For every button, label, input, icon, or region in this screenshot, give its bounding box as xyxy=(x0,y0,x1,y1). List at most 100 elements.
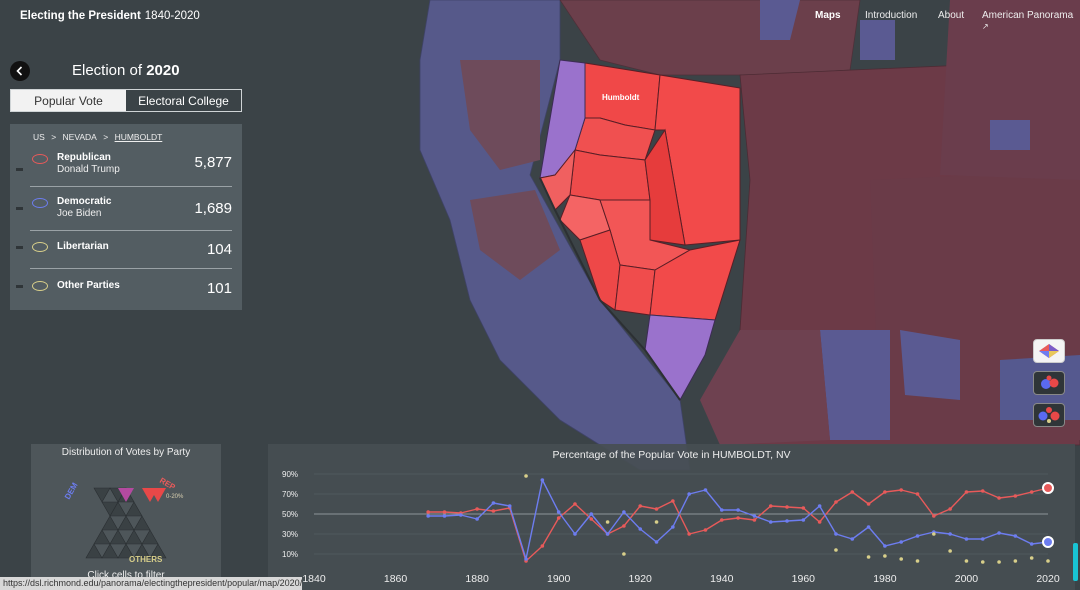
data-point xyxy=(948,549,952,553)
ternary-plot[interactable]: DEM REP 0-20% OTHERS xyxy=(31,458,221,578)
nav-about[interactable]: About xyxy=(938,10,965,21)
timeseries-chart[interactable]: 90% 70% 50% 30% 10% 1840 1860 1880 1900 1920 1940 1… xyxy=(268,444,1075,590)
data-point xyxy=(654,520,659,524)
y-tick-label: 50% xyxy=(282,510,298,519)
data-point xyxy=(589,517,594,521)
election-year: 2020 xyxy=(146,62,180,79)
x-tick-label: 2020 xyxy=(1036,573,1060,585)
data-point xyxy=(507,504,512,508)
data-point xyxy=(915,534,920,538)
back-button[interactable] xyxy=(10,61,30,81)
breadcrumb: US > NEVADA > HUMBOLDT xyxy=(33,132,166,142)
data-point xyxy=(654,507,659,511)
data-point xyxy=(883,490,887,494)
data-point xyxy=(866,555,871,559)
data-point xyxy=(752,518,757,522)
handle-bar xyxy=(16,285,23,288)
data-point xyxy=(426,514,430,518)
layer-button-multi-bubbles[interactable] xyxy=(1033,403,1065,427)
party-label: Democratic xyxy=(57,196,112,207)
handle-bar xyxy=(16,207,23,210)
divider xyxy=(30,186,232,187)
data-point xyxy=(997,560,1001,564)
others-axis-label: OTHERS xyxy=(129,555,163,564)
data-point xyxy=(475,517,479,521)
candidate-name: Donald Trump xyxy=(57,164,120,175)
bubble-map-icon xyxy=(1041,375,1059,389)
candidate-row-libertarian[interactable]: Libertarian 104 xyxy=(30,240,232,270)
x-tick-label: 1860 xyxy=(384,573,408,585)
nav-american-panorama[interactable]: American Panorama ↗ xyxy=(982,10,1080,32)
vote-count: 101 xyxy=(206,280,232,297)
x-tick-label: 1880 xyxy=(465,573,489,585)
data-point xyxy=(589,512,594,516)
app-title-text: Electing the President xyxy=(20,10,141,22)
data-point xyxy=(491,509,496,513)
tab-electoral-college[interactable]: Electoral College xyxy=(126,90,241,111)
vote-count: 104 xyxy=(206,241,232,258)
map-county-label: Humboldt xyxy=(602,93,640,102)
series-end-marker xyxy=(1042,536,1054,548)
nav-introduction[interactable]: Introduction xyxy=(865,10,918,21)
data-point xyxy=(997,496,1001,500)
shaded-map-icon xyxy=(1039,344,1059,358)
data-point xyxy=(932,514,936,518)
multi-bubble-map-icon xyxy=(1038,407,1060,423)
data-point xyxy=(1013,494,1018,498)
app-title[interactable]: Electing the President 1840-2020 xyxy=(20,10,200,22)
distribution-footer: Click cells to filter xyxy=(87,570,165,581)
data-point xyxy=(442,514,447,518)
data-point xyxy=(687,532,691,536)
x-tick-label: 1840 xyxy=(302,573,326,585)
republican-ring-icon xyxy=(32,154,48,164)
data-point xyxy=(948,507,952,511)
app-years: 1840-2020 xyxy=(144,10,200,22)
data-point xyxy=(687,492,691,496)
breadcrumb-humboldt[interactable]: HUMBOLDT xyxy=(114,132,163,142)
layer-button-bubbles[interactable] xyxy=(1033,371,1065,395)
data-point xyxy=(834,548,838,552)
other-parties-ring-icon xyxy=(32,281,48,291)
data-point xyxy=(491,501,496,505)
external-link-icon: ↗ xyxy=(982,22,989,31)
data-point xyxy=(671,525,675,529)
drag-handle[interactable] xyxy=(16,168,24,291)
timeseries-panel: Percentage of the Popular Vote in HUMBOL… xyxy=(268,444,1075,590)
tab-popular-vote[interactable]: Popular Vote xyxy=(11,90,126,111)
data-point xyxy=(638,527,643,531)
candidate-row-democratic[interactable]: Democratic Joe Biden 1,689 xyxy=(30,196,232,236)
data-point xyxy=(801,506,806,510)
data-point xyxy=(475,507,479,511)
election-title: Election of 2020 xyxy=(72,62,180,79)
vote-type-tabs: Popular Vote Electoral College xyxy=(10,89,242,112)
data-point xyxy=(524,474,528,478)
nav-maps[interactable]: Maps xyxy=(815,10,841,21)
y-tick-label: 70% xyxy=(282,490,298,499)
data-point xyxy=(671,499,675,503)
breadcrumb-us[interactable]: US xyxy=(33,132,45,142)
data-point xyxy=(1029,542,1034,546)
data-point xyxy=(540,478,545,482)
data-point xyxy=(622,524,626,528)
breadcrumb-nevada[interactable]: NEVADA xyxy=(62,132,97,142)
y-tick-label: 30% xyxy=(282,530,298,539)
data-point xyxy=(980,489,985,493)
vote-count: 5,877 xyxy=(194,154,232,171)
data-point xyxy=(1029,556,1034,560)
party-label: Libertarian xyxy=(57,241,109,252)
x-tick-label: 1980 xyxy=(873,573,897,585)
data-point xyxy=(719,518,724,522)
pct-label: 0-20% xyxy=(166,494,184,500)
data-point xyxy=(703,488,708,492)
data-point xyxy=(883,544,887,548)
data-point xyxy=(426,510,430,514)
scrollbar[interactable] xyxy=(1073,543,1078,581)
nav-american-panorama-label: American Panorama xyxy=(982,10,1074,21)
data-point xyxy=(785,519,789,523)
timeseries-title: Percentage of the Popular Vote in HUMBOL… xyxy=(552,449,791,461)
party-label: Republican xyxy=(57,152,111,163)
candidate-row-republican[interactable]: Republican Donald Trump 5,877 xyxy=(30,152,232,192)
layer-button-shaded[interactable] xyxy=(1033,339,1065,363)
candidate-row-other-parties[interactable]: Other Parties 101 xyxy=(30,279,232,309)
data-point xyxy=(948,532,952,536)
